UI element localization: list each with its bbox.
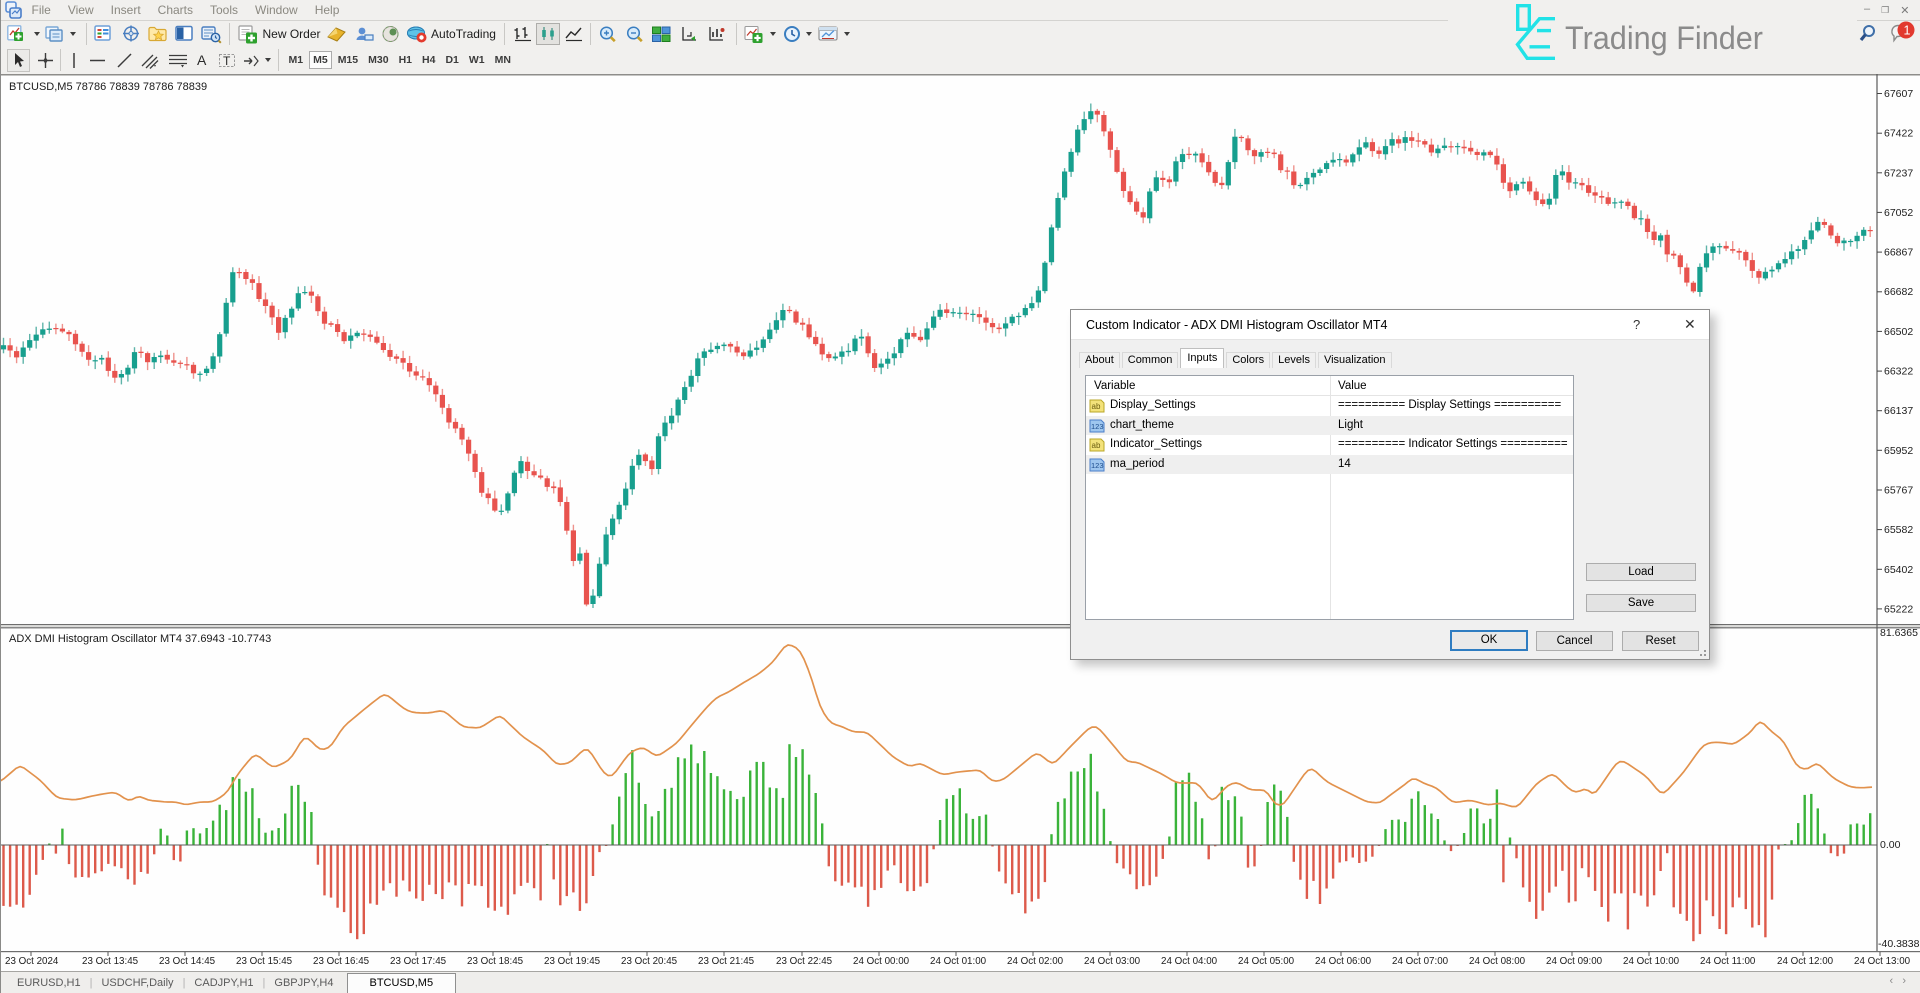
svg-text:Trading Finder: Trading Finder <box>1565 20 1763 56</box>
svg-text:23 Oct 21:45: 23 Oct 21:45 <box>698 956 755 967</box>
svg-text:24 Oct 13:00: 24 Oct 13:00 <box>1854 956 1911 967</box>
svg-text:67237: 67237 <box>1884 167 1913 179</box>
svg-text:23 Oct 14:45: 23 Oct 14:45 <box>159 956 216 967</box>
svg-text:24 Oct 04:00: 24 Oct 04:00 <box>1161 956 1218 967</box>
svg-text:24 Oct 08:00: 24 Oct 08:00 <box>1469 956 1526 967</box>
svg-text:24 Oct 02:00: 24 Oct 02:00 <box>1007 956 1064 967</box>
svg-text:ab: ab <box>1092 441 1101 450</box>
svg-text:24 Oct 05:00: 24 Oct 05:00 <box>1238 956 1295 967</box>
svg-text:24 Oct 00:00: 24 Oct 00:00 <box>853 956 910 967</box>
svg-text:66682: 66682 <box>1884 286 1913 298</box>
svg-text:65222: 65222 <box>1884 603 1913 615</box>
svg-text:123: 123 <box>1091 461 1104 470</box>
svg-text:24 Oct 01:00: 24 Oct 01:00 <box>930 956 987 967</box>
svg-text:23 Oct 2024: 23 Oct 2024 <box>5 956 59 967</box>
svg-text:66322: 66322 <box>1884 366 1913 378</box>
svg-text:T: T <box>223 54 231 68</box>
svg-text:23 Oct 17:45: 23 Oct 17:45 <box>390 956 447 967</box>
svg-text:0.00: 0.00 <box>1880 839 1901 851</box>
svg-text:65582: 65582 <box>1884 524 1913 536</box>
svg-text:65767: 65767 <box>1884 485 1913 497</box>
svg-text:24 Oct 10:00: 24 Oct 10:00 <box>1623 956 1680 967</box>
svg-text:123: 123 <box>1091 422 1104 431</box>
svg-text:1: 1 <box>1904 24 1911 38</box>
svg-text:ab: ab <box>1092 402 1101 411</box>
svg-text:23 Oct 16:45: 23 Oct 16:45 <box>313 956 370 967</box>
svg-text:65952: 65952 <box>1884 445 1913 457</box>
svg-text:24 Oct 09:00: 24 Oct 09:00 <box>1546 956 1603 967</box>
svg-text:23 Oct 19:45: 23 Oct 19:45 <box>544 956 601 967</box>
svg-text:23 Oct 15:45: 23 Oct 15:45 <box>236 956 293 967</box>
svg-text:67607: 67607 <box>1884 88 1913 100</box>
svg-text:65402: 65402 <box>1884 564 1913 576</box>
svg-text:24 Oct 06:00: 24 Oct 06:00 <box>1315 956 1372 967</box>
svg-text:ADX DMI Histogram Oscillator M: ADX DMI Histogram Oscillator MT4 37.6943… <box>9 633 271 645</box>
svg-text:66867: 66867 <box>1884 247 1913 259</box>
svg-text:66502: 66502 <box>1884 326 1913 338</box>
svg-text:A: A <box>197 52 207 68</box>
svg-text:23 Oct 22:45: 23 Oct 22:45 <box>776 956 833 967</box>
svg-text:67422: 67422 <box>1884 128 1913 140</box>
svg-text:24 Oct 03:00: 24 Oct 03:00 <box>1084 956 1141 967</box>
svg-text:-40.3838: -40.3838 <box>1878 938 1920 950</box>
svg-text:23 Oct 13:45: 23 Oct 13:45 <box>82 956 139 967</box>
svg-text:24 Oct 12:00: 24 Oct 12:00 <box>1777 956 1834 967</box>
svg-text:67052: 67052 <box>1884 207 1913 219</box>
svg-text:23 Oct 20:45: 23 Oct 20:45 <box>621 956 678 967</box>
svg-text:81.6365: 81.6365 <box>1880 627 1918 639</box>
svg-text:24 Oct 11:00: 24 Oct 11:00 <box>1700 956 1756 967</box>
svg-text:BTCUSD,M5 78786 78839 78786 7: BTCUSD,M5 78786 78839 78786 78839 <box>9 81 207 93</box>
svg-text:24 Oct 07:00: 24 Oct 07:00 <box>1392 956 1449 967</box>
svg-text:66137: 66137 <box>1884 405 1913 417</box>
svg-text:23 Oct 18:45: 23 Oct 18:45 <box>467 956 524 967</box>
